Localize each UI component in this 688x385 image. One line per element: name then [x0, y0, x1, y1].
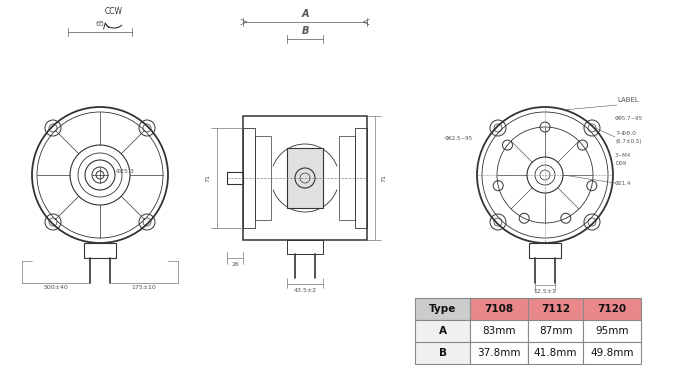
Text: Φ25.3: Φ25.3 — [116, 169, 135, 174]
Text: (6.7±0.5): (6.7±0.5) — [615, 139, 641, 144]
Bar — [470, 298, 528, 320]
Text: 71: 71 — [205, 174, 210, 182]
Text: A: A — [301, 9, 309, 19]
Text: 95mm: 95mm — [595, 326, 629, 336]
Bar — [583, 298, 641, 320]
Text: 49.8mm: 49.8mm — [590, 348, 634, 358]
Text: 37.8mm: 37.8mm — [477, 348, 521, 358]
Bar — [415, 342, 470, 364]
Bar — [415, 298, 470, 320]
Bar — [415, 320, 470, 342]
Bar — [529, 243, 561, 258]
Text: 7120: 7120 — [597, 304, 627, 314]
Text: 43.5±2: 43.5±2 — [294, 288, 316, 293]
Text: D09: D09 — [615, 161, 626, 166]
Text: 175±10: 175±10 — [131, 285, 156, 290]
Bar — [227, 172, 243, 184]
Text: CCW: CCW — [105, 7, 123, 16]
Bar — [470, 320, 528, 342]
Bar — [287, 148, 323, 208]
Text: 7112: 7112 — [541, 304, 570, 314]
Text: A: A — [438, 326, 447, 336]
Text: 71: 71 — [381, 174, 386, 182]
Bar — [583, 342, 641, 364]
Text: 83mm: 83mm — [482, 326, 516, 336]
Text: 500±40: 500±40 — [43, 285, 68, 290]
Text: 87mm: 87mm — [539, 326, 572, 336]
Text: LABEL: LABEL — [617, 97, 638, 103]
Text: 7-Φ8.0: 7-Φ8.0 — [615, 131, 636, 136]
Bar — [583, 320, 641, 342]
Text: B: B — [301, 26, 309, 36]
Bar — [339, 136, 355, 220]
Text: 26: 26 — [231, 262, 239, 267]
Text: 12.5±1: 12.5±1 — [534, 289, 557, 294]
Text: Φ62.5~95: Φ62.5~95 — [445, 136, 473, 141]
Bar — [355, 128, 367, 228]
Bar — [470, 342, 528, 364]
Bar — [255, 136, 271, 220]
Bar — [84, 243, 116, 258]
Bar — [287, 240, 323, 254]
Bar — [528, 342, 583, 364]
Text: Type: Type — [429, 304, 456, 314]
Bar — [528, 320, 583, 342]
Bar — [243, 128, 255, 228]
Text: Φ21.4: Φ21.4 — [615, 181, 632, 186]
Bar — [528, 298, 583, 320]
Text: 41.8mm: 41.8mm — [534, 348, 577, 358]
Text: Φ95.7~95: Φ95.7~95 — [615, 116, 643, 121]
Text: B: B — [438, 348, 447, 358]
Text: 3~M4: 3~M4 — [615, 153, 632, 158]
Text: 7108: 7108 — [484, 304, 513, 314]
Text: 65: 65 — [96, 21, 105, 27]
Bar — [243, 116, 367, 240]
